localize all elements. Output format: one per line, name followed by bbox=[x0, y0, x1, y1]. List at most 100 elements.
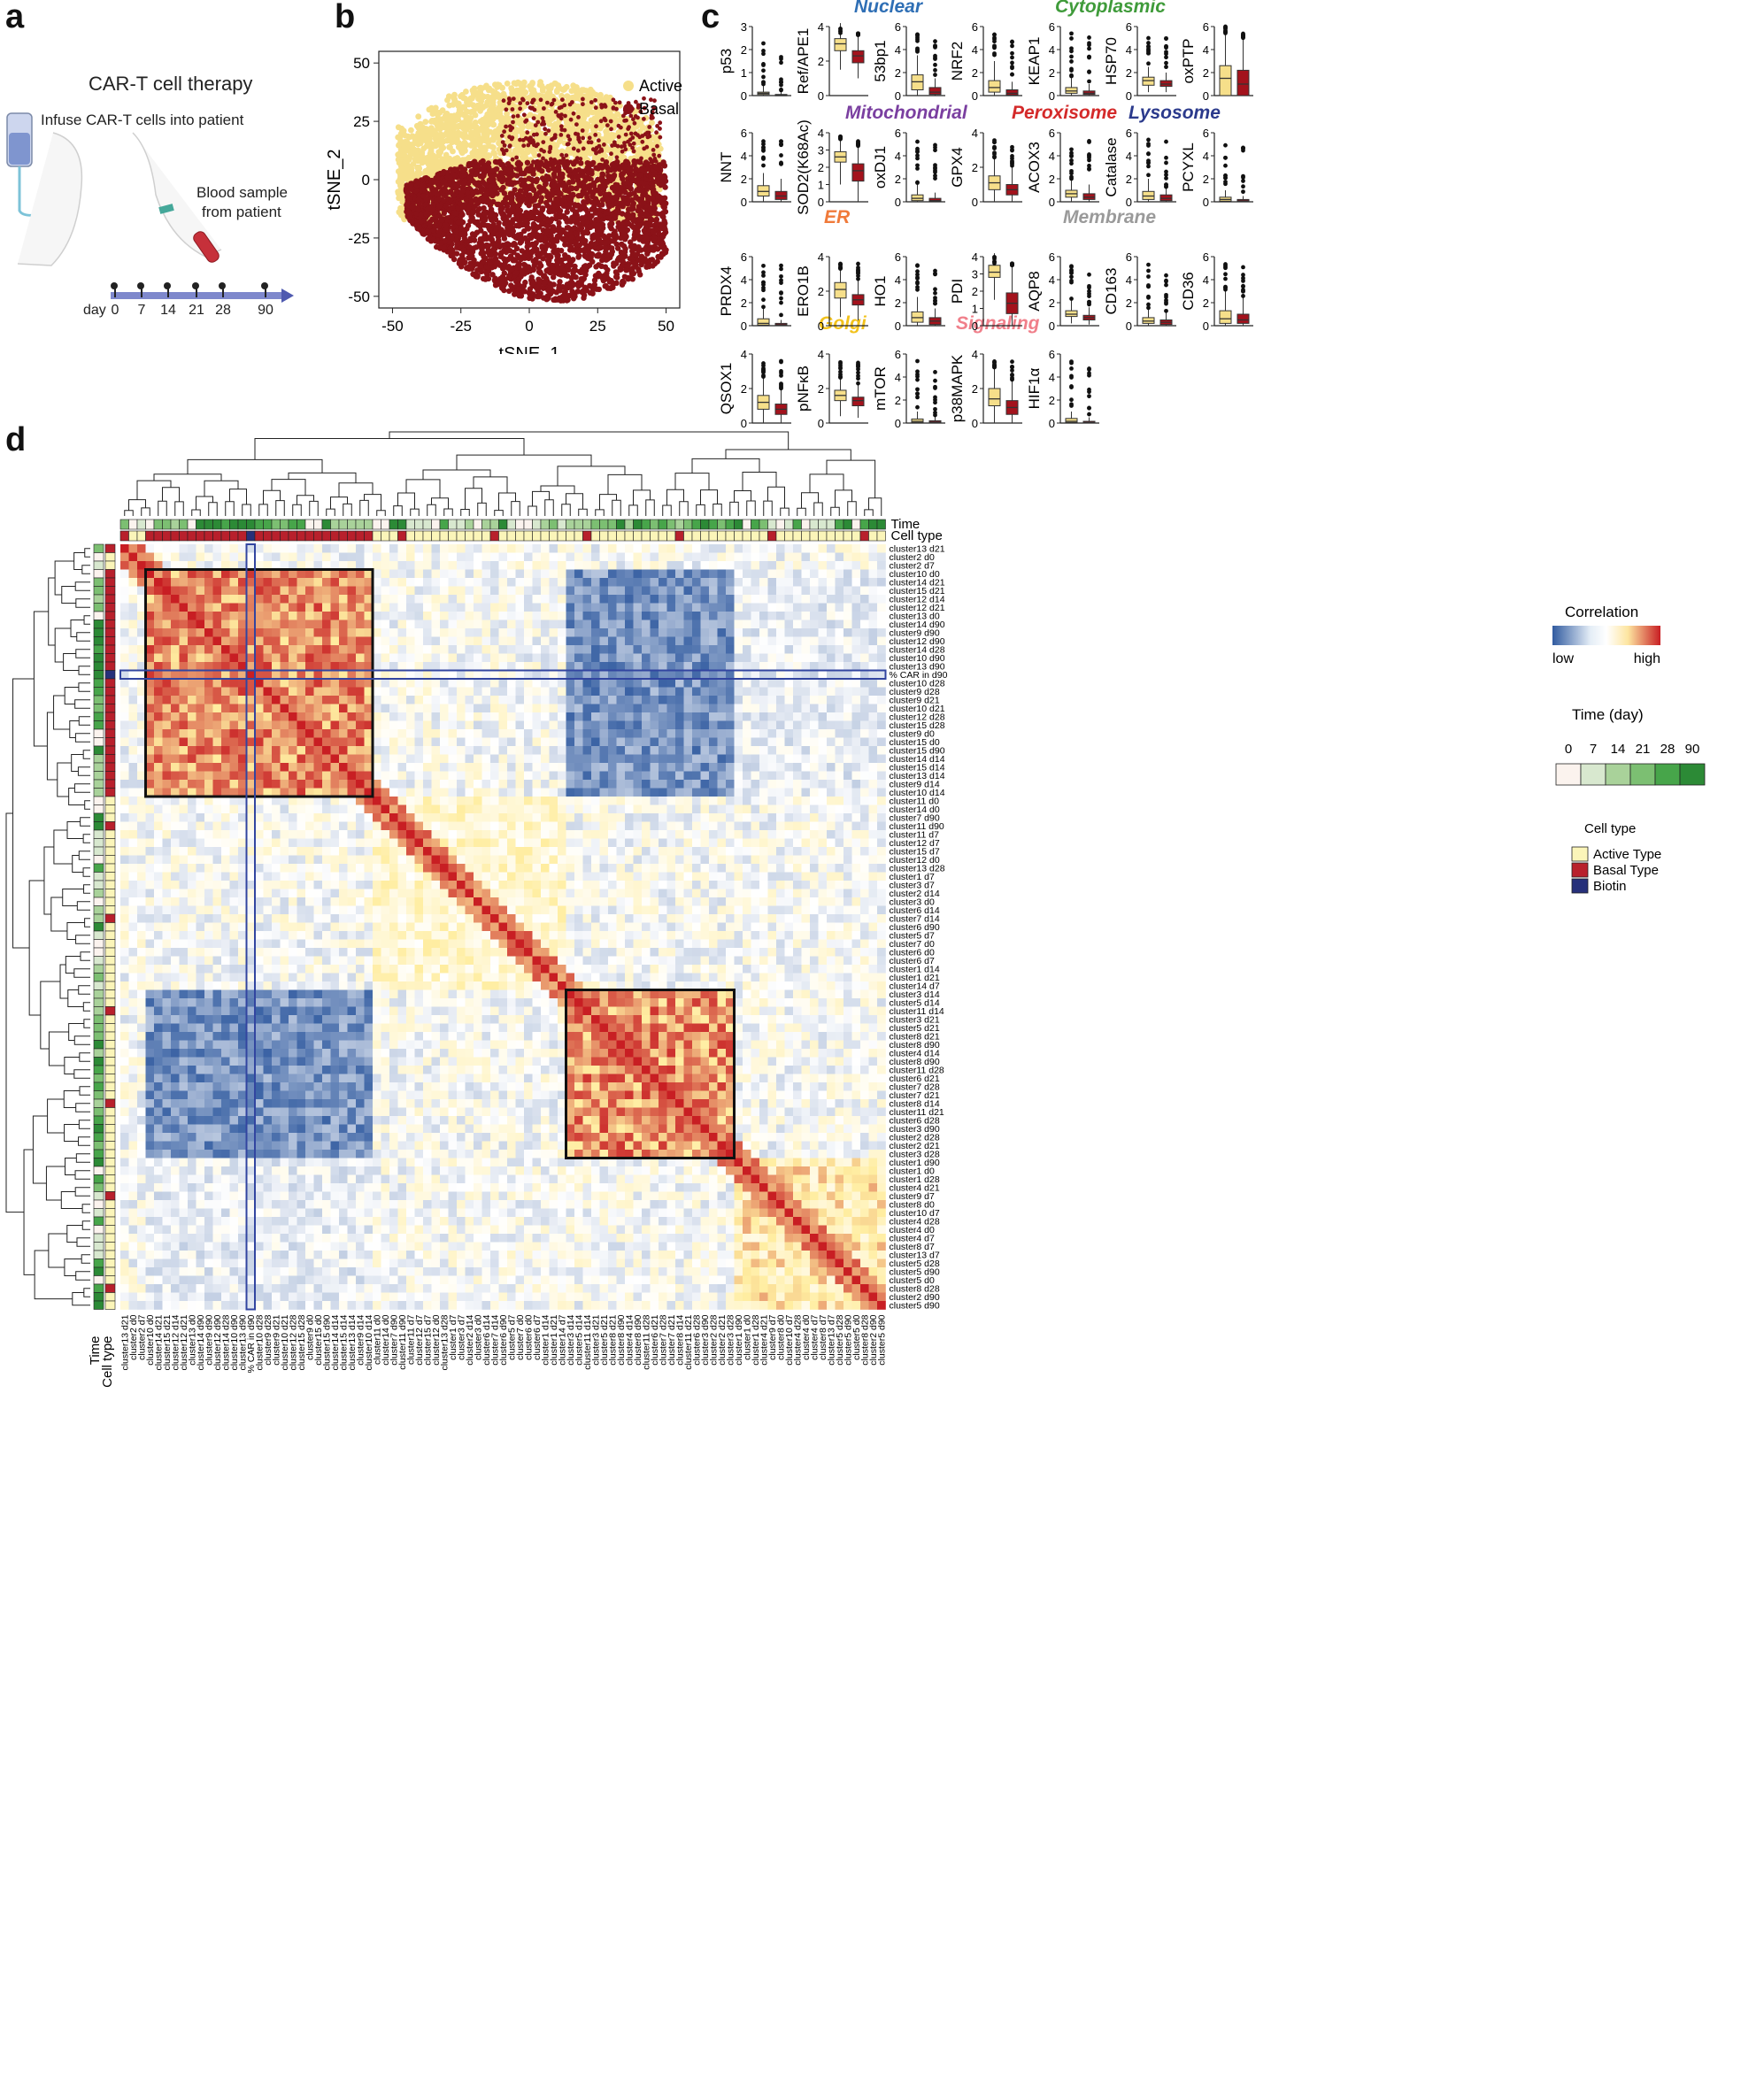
box bbox=[1005, 89, 1019, 96]
boxplot-grid: Nuclear Cytoplasmic Mitochondrial Peroxisom… bbox=[718, 0, 1253, 430]
box-outlier bbox=[992, 360, 997, 366]
tsne-ytick-label: 25 bbox=[353, 113, 370, 130]
box-outlier bbox=[1164, 308, 1168, 313]
box bbox=[928, 197, 942, 202]
boxplot-acox3: 0 2 4 6 ACOX3 bbox=[1026, 127, 1099, 209]
box-outlier bbox=[761, 297, 766, 303]
box-outlier bbox=[779, 55, 783, 59]
box-outlier bbox=[1069, 402, 1074, 407]
col-label: cluster15 d0 bbox=[313, 1314, 324, 1365]
boxplot-ero1b: 0 2 4 ERO1B bbox=[795, 250, 868, 333]
box-outlier bbox=[915, 358, 920, 364]
col-label: cluster4 d0 bbox=[801, 1314, 812, 1360]
col-label: cluster10 d0 bbox=[145, 1314, 156, 1365]
box-outlier bbox=[1164, 155, 1168, 160]
col-label: cluster10 d14 bbox=[364, 1314, 374, 1370]
col-label: cluster8 d90 bbox=[633, 1314, 643, 1365]
box-outlier bbox=[1010, 43, 1014, 49]
col-label: cluster12 d7 bbox=[414, 1314, 425, 1365]
box-outlier bbox=[992, 363, 997, 368]
box-outlier bbox=[1223, 287, 1228, 292]
tsne-ylabel: tSNE_2 bbox=[327, 150, 344, 211]
box-ytick-label: 4 bbox=[1126, 150, 1132, 163]
time-legend-swatch bbox=[1629, 763, 1656, 786]
box-outlier bbox=[1069, 59, 1074, 64]
row-label: cluster1 d28 bbox=[890, 1174, 940, 1185]
category-title: Signaling bbox=[956, 313, 1040, 334]
col-label: cluster2 d28 bbox=[709, 1314, 720, 1365]
box-outlier bbox=[1010, 154, 1014, 158]
box-ytick-label: 4 bbox=[1203, 43, 1209, 57]
row-label: cluster12 d28 bbox=[890, 712, 945, 723]
box-ytick-label: 6 bbox=[1049, 250, 1055, 264]
box-outlier bbox=[761, 273, 766, 278]
box-outlier bbox=[915, 166, 920, 171]
box-ytick-label: 0 bbox=[895, 196, 901, 209]
box-outlier bbox=[1010, 375, 1014, 381]
box-outlier bbox=[856, 276, 860, 281]
col-label: cluster3 d21 bbox=[591, 1314, 602, 1365]
box-outlier bbox=[761, 139, 766, 144]
col-label: cluster6 d90 bbox=[498, 1314, 509, 1365]
box-outlier bbox=[915, 395, 920, 400]
row-label: cluster11 d28 bbox=[890, 1066, 944, 1076]
celltype-legend-swatch bbox=[1571, 878, 1589, 894]
box-ytick-label: 0 bbox=[818, 319, 824, 333]
box-ylabel: NNT bbox=[718, 152, 735, 183]
timeline-dot bbox=[111, 282, 118, 289]
col-label: cluster11 d90 bbox=[397, 1314, 408, 1369]
col-label: cluster13 d7 bbox=[827, 1314, 837, 1365]
timeline-day-label: 14 bbox=[160, 303, 176, 318]
tsne-xtick-label: -25 bbox=[450, 318, 472, 335]
row-label: cluster4 d14 bbox=[890, 1049, 940, 1059]
box-outlier bbox=[1069, 73, 1074, 78]
box-outlier bbox=[1069, 278, 1074, 283]
box-ytick-label: 4 bbox=[818, 348, 824, 361]
box-ytick-label: 2 bbox=[895, 173, 901, 186]
box-ylabel: mTOR bbox=[872, 366, 889, 411]
track-label-time: Time bbox=[891, 517, 921, 532]
box-ytick-label: 0 bbox=[1126, 89, 1132, 103]
box-outlier bbox=[779, 273, 783, 279]
dendrogram-top bbox=[124, 431, 882, 516]
box-outlier bbox=[761, 145, 766, 150]
box-outlier bbox=[915, 46, 920, 51]
box-outlier bbox=[933, 369, 937, 374]
row-label: cluster1 d0 bbox=[890, 1166, 936, 1177]
box-ytick-label: 4 bbox=[1049, 273, 1055, 287]
time-legend-swatch bbox=[1679, 763, 1706, 786]
row-label: cluster10 d21 bbox=[890, 704, 945, 714]
heatmap-cells bbox=[120, 544, 886, 1310]
boxplot-cd36: 0 2 4 6 CD36 bbox=[1180, 250, 1253, 333]
row-label: cluster15 d14 bbox=[890, 763, 945, 774]
box-outlier bbox=[1146, 137, 1151, 142]
box-ytick-label: 0 bbox=[895, 417, 901, 430]
box-outlier bbox=[915, 276, 920, 281]
box-outlier bbox=[915, 387, 920, 392]
box-ylabel: PDI bbox=[949, 279, 966, 304]
box-ytick-label: 6 bbox=[895, 348, 901, 361]
col-label: cluster5 d28 bbox=[835, 1314, 845, 1365]
row-label: cluster9 d7 bbox=[890, 1191, 936, 1202]
box bbox=[1219, 65, 1232, 96]
box-ytick-label: 2 bbox=[972, 382, 978, 396]
box-ytick-label: 0 bbox=[1203, 196, 1209, 209]
box-ytick-label: 2 bbox=[818, 285, 824, 298]
box-outlier bbox=[1223, 263, 1228, 268]
box-outlier bbox=[1069, 174, 1074, 180]
row-label: % CAR in d90 bbox=[890, 670, 948, 681]
box-outlier bbox=[779, 312, 783, 318]
box-outlier bbox=[1241, 294, 1245, 298]
row-label: cluster12 d90 bbox=[890, 636, 945, 647]
row-label: cluster2 d28 bbox=[890, 1133, 940, 1143]
box bbox=[911, 194, 924, 202]
box-outlier bbox=[1223, 175, 1228, 181]
col-label: cluster9 d7 bbox=[767, 1314, 778, 1360]
col-label: cluster6 d14 bbox=[481, 1314, 492, 1365]
box-outlier bbox=[1069, 171, 1074, 176]
tsne-xtick-label: 25 bbox=[589, 318, 606, 335]
row-label: cluster6 d90 bbox=[890, 922, 940, 933]
box-outlier bbox=[933, 378, 937, 383]
box-outlier bbox=[1223, 163, 1228, 168]
infuse-label: Infuse CAR-T cells into patient bbox=[41, 112, 244, 128]
